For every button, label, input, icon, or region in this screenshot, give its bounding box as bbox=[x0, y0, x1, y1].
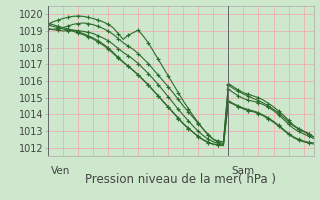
Text: Ven: Ven bbox=[51, 166, 70, 177]
X-axis label: Pression niveau de la mer( hPa ): Pression niveau de la mer( hPa ) bbox=[85, 173, 276, 186]
Text: Sam: Sam bbox=[231, 166, 254, 177]
